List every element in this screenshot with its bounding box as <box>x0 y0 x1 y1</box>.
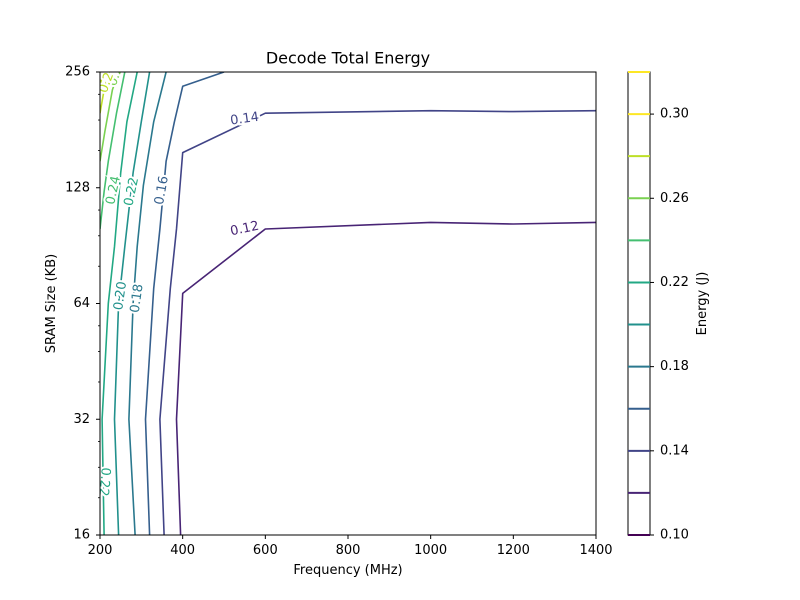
contour-line-0.20 <box>113 72 151 535</box>
x-tick-label: 600 <box>253 543 278 558</box>
x-tick-label: 200 <box>88 543 113 558</box>
x-tick-label: 1000 <box>414 543 447 558</box>
y-tick-label: 256 <box>65 65 90 80</box>
contour-label: 0.14 <box>229 110 260 129</box>
colorbar-frame <box>627 71 651 536</box>
chart-title: Decode Total Energy <box>266 49 430 68</box>
contour-line-0.24 <box>100 72 126 230</box>
y-tick-label: 16 <box>73 528 90 543</box>
colorbar-label: Energy (J) <box>695 272 710 336</box>
y-axis-label: SRAM Size (KB) <box>44 254 59 353</box>
x-axis-label: Frequency (MHz) <box>293 563 402 578</box>
x-tick-label: 800 <box>336 543 361 558</box>
contour-label: 0.16 <box>152 175 172 206</box>
contour-line-0.16 <box>144 72 225 535</box>
y-tick-label: 128 <box>65 180 90 195</box>
contour-line-0.12 <box>175 221 596 535</box>
contour-line-0.22 <box>101 72 138 535</box>
colorbar-tick-label: 0.14 <box>660 443 689 458</box>
colorbar: 0.10 0.14 0.18 0.22 0.26 0.30 <box>627 71 689 543</box>
colorbar-tick-label: 0.30 <box>660 107 689 122</box>
y-tick-label: 32 <box>73 412 90 427</box>
x-tick-label: 1200 <box>497 543 530 558</box>
x-axis: 200 400 600 800 1000 1200 1400 <box>88 535 613 558</box>
y-axis: 16 32 64 128 256 <box>65 65 100 543</box>
plot-area: 0.120.140.160.180.200.220.240.220.20.2 <box>95 72 596 535</box>
x-tick-label: 400 <box>170 543 195 558</box>
colorbar-tick-label: 0.18 <box>660 359 689 374</box>
contour-label: 0.22 <box>95 467 112 497</box>
colorbar-tick-label: 0.26 <box>660 191 689 206</box>
y-tick-label: 64 <box>73 296 90 311</box>
x-tick-label: 1400 <box>579 543 612 558</box>
contour-label: 0.18 <box>128 283 147 314</box>
contour-line-0.14 <box>159 109 596 535</box>
contour-line-0.26 <box>100 72 120 162</box>
contour-line-0.28 <box>100 72 110 114</box>
contour-label: 0.20 <box>111 280 130 311</box>
colorbar-tick-label: 0.22 <box>660 275 689 290</box>
contour-line-0.18 <box>128 72 167 535</box>
colorbar-tick-label: 0.10 <box>660 528 689 543</box>
